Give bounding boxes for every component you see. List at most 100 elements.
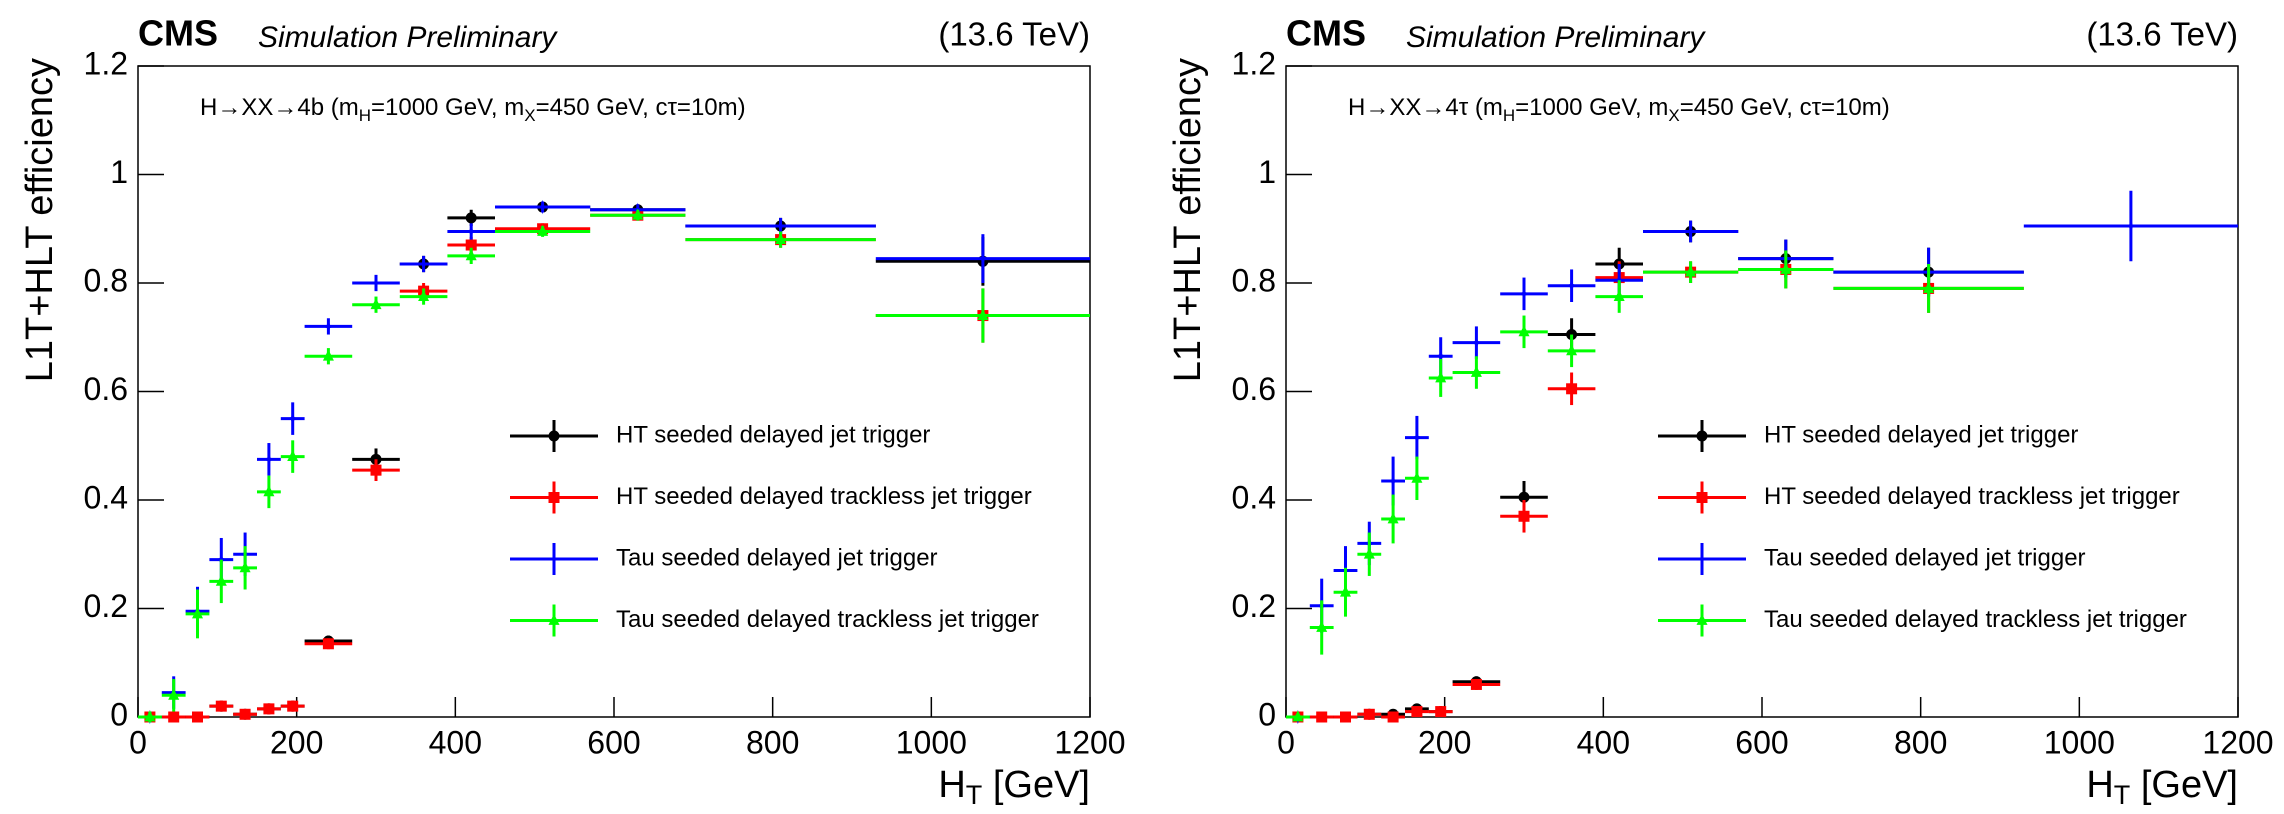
data-point bbox=[1381, 494, 1405, 544]
marker bbox=[1566, 383, 1578, 395]
data-point bbox=[161, 711, 186, 723]
y-tick-label: 0.2 bbox=[1232, 588, 1276, 624]
y-tick-label: 1 bbox=[1258, 154, 1276, 190]
marker bbox=[1518, 491, 1530, 503]
data-point bbox=[304, 318, 353, 335]
marker bbox=[263, 703, 275, 715]
x-tick-label: 600 bbox=[587, 724, 640, 760]
marker bbox=[1411, 471, 1423, 483]
marker bbox=[548, 430, 560, 442]
y-tick-label: 1.2 bbox=[1232, 45, 1276, 81]
annotation-part: =450 GeV, cτ=10m) bbox=[536, 94, 746, 121]
x-tick-label: 400 bbox=[1577, 724, 1630, 760]
marker bbox=[144, 710, 156, 722]
data-point bbox=[1452, 678, 1501, 690]
marker bbox=[1411, 706, 1423, 718]
marker bbox=[537, 224, 549, 236]
marker bbox=[535, 199, 550, 215]
marker bbox=[1470, 678, 1482, 690]
data-point bbox=[1547, 372, 1596, 406]
marker bbox=[1566, 344, 1578, 356]
marker bbox=[287, 450, 299, 461]
label-part: [GeV] bbox=[2130, 764, 2238, 806]
data-point bbox=[209, 559, 234, 604]
marker bbox=[215, 700, 227, 712]
data-point bbox=[495, 224, 591, 237]
x-tick-label: 0 bbox=[1277, 724, 1295, 760]
marker bbox=[1685, 265, 1697, 277]
marker bbox=[1385, 473, 1401, 489]
marker bbox=[1518, 510, 1530, 522]
data-point bbox=[1428, 358, 1453, 397]
x-tick-label: 800 bbox=[746, 724, 799, 760]
label-part: [GeV] bbox=[982, 764, 1090, 806]
legend-entry: Tau seeded delayed jet trigger bbox=[1658, 543, 2086, 575]
y-tick-label: 0 bbox=[110, 696, 128, 732]
data-point bbox=[138, 710, 162, 723]
data-point bbox=[185, 711, 210, 723]
data-point bbox=[233, 546, 257, 590]
x-tick-label: 800 bbox=[1894, 724, 1947, 760]
x-tick-label: 1200 bbox=[1054, 724, 1125, 760]
label-part: H bbox=[2086, 764, 2113, 806]
data-point bbox=[304, 348, 353, 365]
marker bbox=[465, 212, 477, 224]
data-point bbox=[1500, 500, 1548, 533]
marker bbox=[1613, 289, 1625, 301]
marker bbox=[1683, 224, 1698, 239]
data-point bbox=[352, 296, 400, 313]
data-point bbox=[280, 440, 305, 473]
subscript: X bbox=[1668, 106, 1679, 125]
legend-label: Tau seeded delayed jet trigger bbox=[616, 544, 938, 571]
marker bbox=[1469, 335, 1484, 350]
marker bbox=[322, 638, 334, 650]
marker bbox=[215, 574, 227, 586]
subscript: T bbox=[2114, 780, 2131, 810]
y-tick-label: 0.2 bbox=[84, 588, 128, 624]
x-tick-label: 200 bbox=[1418, 724, 1471, 760]
subtitle: Simulation Preliminary bbox=[258, 21, 558, 54]
marker bbox=[416, 256, 431, 272]
data-point bbox=[185, 589, 210, 639]
data-point bbox=[257, 443, 281, 476]
data-point bbox=[399, 255, 448, 273]
marker bbox=[168, 688, 180, 700]
marker bbox=[1696, 613, 1708, 625]
data-point bbox=[447, 247, 495, 265]
subscript: H bbox=[1503, 106, 1515, 125]
data-point bbox=[304, 638, 353, 650]
data-point bbox=[1309, 711, 1334, 723]
subscript: T bbox=[966, 780, 983, 810]
data-point bbox=[1286, 710, 1310, 722]
y-axis-title: L1T+HLT efficiency bbox=[1167, 58, 1209, 382]
marker bbox=[775, 233, 787, 244]
marker bbox=[1363, 547, 1375, 559]
annotation: H→XX→4b (mH=1000 GeV, mX=450 GeV, cτ=10m… bbox=[200, 94, 746, 125]
y-tick-label: 0.4 bbox=[1232, 479, 1276, 515]
marker bbox=[261, 452, 277, 467]
data-point bbox=[233, 708, 257, 720]
legend-entry: HT seeded delayed jet trigger bbox=[510, 420, 930, 452]
annotation-part: H→XX→4b (m bbox=[200, 94, 359, 121]
data-point bbox=[1405, 456, 1429, 500]
marker bbox=[370, 464, 382, 476]
data-point bbox=[1643, 261, 1739, 283]
data-point bbox=[875, 234, 1090, 283]
y-tick-label: 0.6 bbox=[84, 371, 128, 407]
marker bbox=[263, 485, 275, 497]
marker bbox=[1435, 371, 1447, 383]
marker bbox=[1387, 711, 1399, 723]
data-point bbox=[495, 199, 591, 215]
data-point bbox=[1357, 532, 1382, 576]
data-point bbox=[1381, 711, 1405, 723]
marker bbox=[546, 551, 562, 567]
marker bbox=[1694, 551, 1710, 567]
marker bbox=[239, 561, 251, 573]
y-tick-label: 1.2 bbox=[84, 45, 128, 81]
marker bbox=[1780, 262, 1792, 274]
marker bbox=[168, 711, 180, 723]
annotation-part: =1000 GeV, m bbox=[371, 94, 524, 121]
legend-entry: Tau seeded delayed jet trigger bbox=[510, 543, 938, 575]
data-point bbox=[875, 288, 1090, 343]
data-point bbox=[1500, 277, 1548, 311]
